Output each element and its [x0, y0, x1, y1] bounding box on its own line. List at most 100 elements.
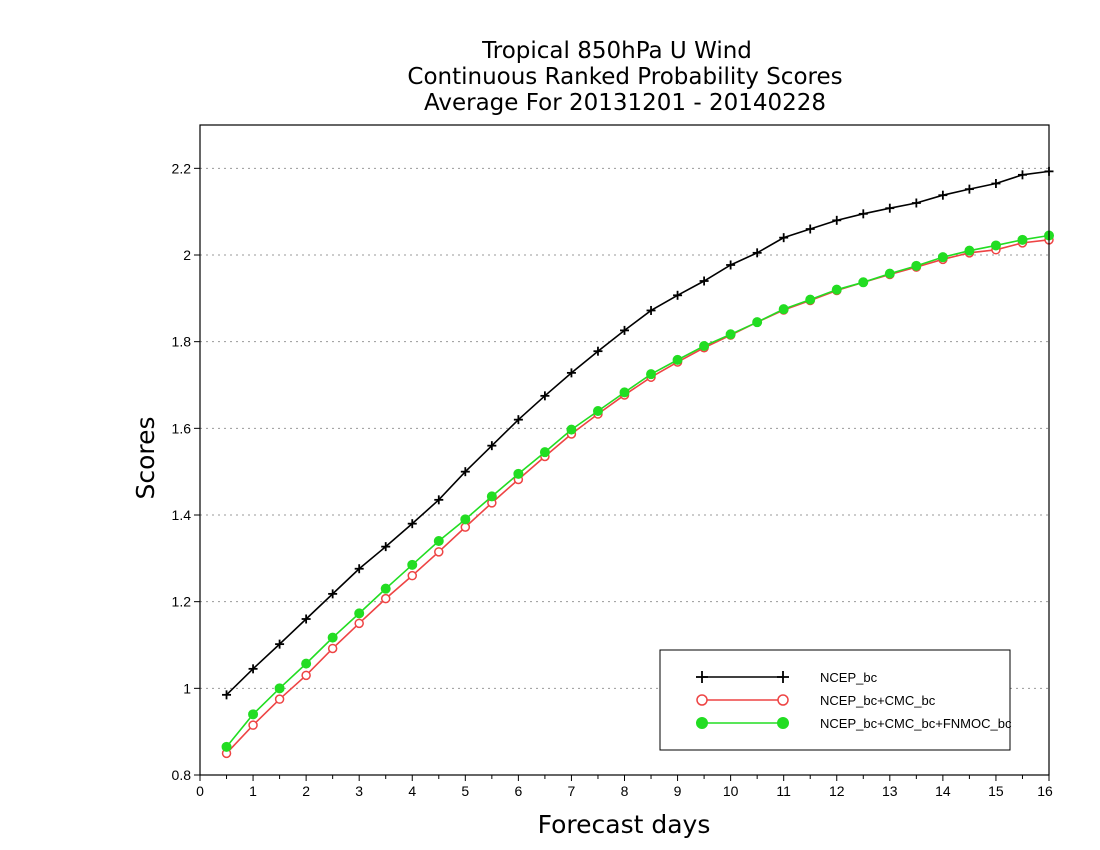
data-point — [539, 447, 550, 458]
x-tick-label: 14 — [935, 783, 951, 799]
data-point — [991, 179, 1001, 188]
legend-marker — [696, 694, 708, 706]
series-line — [225, 170, 1050, 696]
data-point — [540, 391, 550, 401]
data-point — [672, 354, 683, 365]
data-point — [1017, 170, 1027, 180]
x-tick-label: 15 — [988, 783, 1004, 799]
data-point — [699, 341, 710, 351]
x-tick-label: 6 — [514, 783, 522, 799]
legend-label: NCEP_bc — [820, 670, 878, 685]
chart-title: Tropical 850hPa U Wind Continuous Ranked… — [407, 38, 842, 116]
data-point — [831, 284, 842, 295]
title-line-2: Continuous Ranked Probability Scores — [407, 64, 842, 90]
x-tick-label: 4 — [408, 783, 416, 799]
data-point — [327, 643, 338, 654]
data-point — [354, 608, 365, 619]
x-tick-label: 3 — [355, 783, 363, 799]
data-point — [274, 683, 285, 694]
data-point — [222, 690, 232, 700]
y-tick-label: 2.2 — [172, 160, 192, 176]
data-point — [884, 268, 895, 279]
legend-label: NCEP_bc+CMC_bc+FNMOC_bc — [820, 716, 1012, 731]
y-tick-label: 2 — [183, 247, 191, 263]
data-point — [301, 658, 312, 669]
data-point — [248, 720, 258, 730]
legend-marker — [777, 671, 789, 683]
data-point — [328, 589, 338, 599]
data-point — [752, 317, 763, 328]
data-point — [248, 709, 259, 720]
data-point — [699, 276, 709, 286]
data-point — [407, 519, 417, 529]
y-tick-label: 1.4 — [172, 507, 192, 523]
data-point — [619, 387, 630, 398]
data-point — [460, 467, 470, 477]
data-point — [964, 184, 974, 194]
series-3 — [221, 230, 1054, 752]
series-layer — [221, 166, 1054, 759]
data-point — [460, 522, 471, 532]
data-point — [911, 260, 922, 271]
data-point — [275, 639, 285, 649]
data-point — [274, 694, 285, 704]
data-point — [487, 441, 497, 451]
x-tick-label: 12 — [829, 783, 845, 799]
data-point — [434, 495, 444, 505]
series-1 — [222, 166, 1054, 700]
legend-entry: NCEP_bc+CMC_bc — [696, 693, 936, 708]
data-point — [354, 618, 364, 629]
data-point — [911, 198, 921, 208]
data-point — [407, 559, 418, 570]
legend: NCEP_bc NCEP_bc+CMC_bc NCEP_bc+CMC_bc+FNMO… — [659, 649, 1012, 751]
data-point — [805, 224, 815, 234]
data-point — [592, 406, 603, 416]
legend-marker — [777, 694, 789, 706]
data-point — [778, 304, 789, 315]
data-point — [566, 368, 576, 378]
x-tick-label: 0 — [196, 783, 204, 799]
data-point — [858, 209, 868, 219]
data-point — [938, 190, 948, 200]
x-tick-label: 9 — [674, 783, 682, 799]
title-line-3: Average For 20131201 - 20140228 — [424, 90, 826, 116]
data-point — [301, 670, 311, 681]
x-tick-label: 10 — [723, 783, 739, 799]
data-point — [805, 294, 816, 305]
data-point — [434, 547, 444, 557]
data-point — [433, 536, 444, 546]
y-axis-title: Scores — [131, 416, 160, 499]
x-tick-label: 2 — [302, 783, 310, 799]
x-tick-label: 7 — [568, 783, 576, 799]
x-tick-label: 11 — [776, 783, 791, 799]
data-point — [858, 277, 869, 288]
data-point — [513, 415, 523, 425]
title-line-1: Tropical 850hPa U Wind — [481, 38, 752, 64]
x-tick-label: 1 — [249, 783, 257, 799]
data-point — [937, 252, 948, 263]
data-point — [381, 542, 391, 552]
y-tick-label: 1.8 — [172, 334, 192, 350]
data-point — [327, 632, 338, 643]
data-point — [221, 741, 232, 752]
x-tick-label: 16 — [1037, 783, 1053, 799]
data-point — [354, 564, 364, 574]
data-point — [990, 240, 1001, 251]
data-point — [885, 203, 895, 213]
legend-label: NCEP_bc+CMC_bc — [820, 693, 936, 708]
legend-entry: NCEP_bc — [696, 670, 878, 685]
legend-marker — [696, 671, 708, 683]
data-point — [460, 514, 471, 525]
data-point — [301, 614, 311, 624]
axis-ticks: 0 1 2 3 4 5 6 7 8 9 10 11 12 13 14 15 160.811.21.41.61.8… — [172, 160, 1053, 799]
data-point — [779, 233, 789, 243]
data-point — [1017, 234, 1028, 245]
y-tick-label: 1 — [183, 680, 191, 696]
y-tick-label: 1.2 — [172, 594, 192, 610]
data-point — [725, 329, 736, 340]
legend-entry: NCEP_bc+CMC_bc+FNMOC_bc — [696, 716, 1012, 731]
data-point — [566, 424, 577, 435]
data-point — [832, 215, 842, 225]
data-point — [646, 305, 656, 315]
